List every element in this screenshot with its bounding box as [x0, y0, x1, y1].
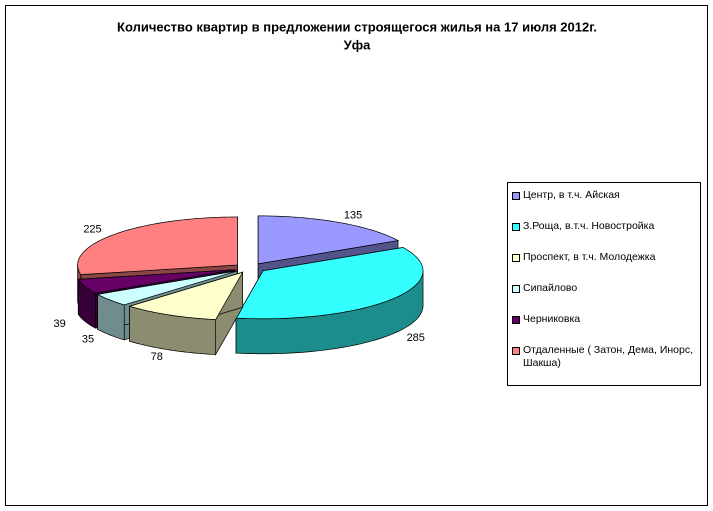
- legend-item: Черниковка: [512, 313, 696, 326]
- legend-item: Центр, в т.ч. Айская: [512, 189, 696, 202]
- slice: 78: [128, 270, 244, 363]
- slice-top: [235, 247, 424, 320]
- data-label: 78: [151, 351, 163, 363]
- data-label: 39: [53, 318, 65, 330]
- legend-label: Проспект, в т.ч. Молодежка: [523, 251, 656, 263]
- legend-swatch: [512, 223, 520, 231]
- data-label: 135: [344, 209, 362, 221]
- legend-item: З.Роща, в.т.ч. Новостройка: [512, 220, 696, 233]
- legend-item: Отдаленные ( Затон, Дема, Инорс, Шакша): [512, 344, 696, 370]
- legend-label: Черниковка: [523, 313, 581, 325]
- legend: Центр, в т.ч. Айская З.Роща, в.т.ч. Новос…: [507, 182, 701, 386]
- chart-subtitle: Уфа: [344, 37, 371, 52]
- slice: 285: [235, 247, 425, 355]
- slice-top: [77, 216, 238, 276]
- slice-top: [257, 215, 400, 265]
- legend-swatch: [512, 192, 520, 200]
- legend-item: Сипайлово: [512, 282, 696, 295]
- legend-swatch: [512, 347, 520, 355]
- legend-label: З.Роща, в.т.ч. Новостройка: [523, 220, 655, 232]
- slice-top: [128, 271, 244, 320]
- legend-item: Проспект, в т.ч. Молодежка: [512, 251, 696, 264]
- slice-top: [96, 270, 238, 306]
- chart-title: Количество квартир в предложении строяще…: [117, 19, 597, 34]
- legend-swatch: [512, 285, 520, 293]
- data-label: 225: [83, 223, 101, 235]
- legend-label: Центр, в т.ч. Айская: [523, 189, 620, 201]
- pie: 135 225 39 285 35 78: [53, 209, 424, 363]
- slice-top: [77, 269, 236, 294]
- legend-swatch: [512, 254, 520, 262]
- legend-label: Отдаленные ( Затон, Дема, Инорс, Шакша): [523, 344, 694, 369]
- data-label: 35: [82, 334, 94, 346]
- legend-swatch: [512, 316, 520, 324]
- legend-label: Сипайлово: [523, 282, 578, 294]
- data-label: 285: [407, 332, 425, 344]
